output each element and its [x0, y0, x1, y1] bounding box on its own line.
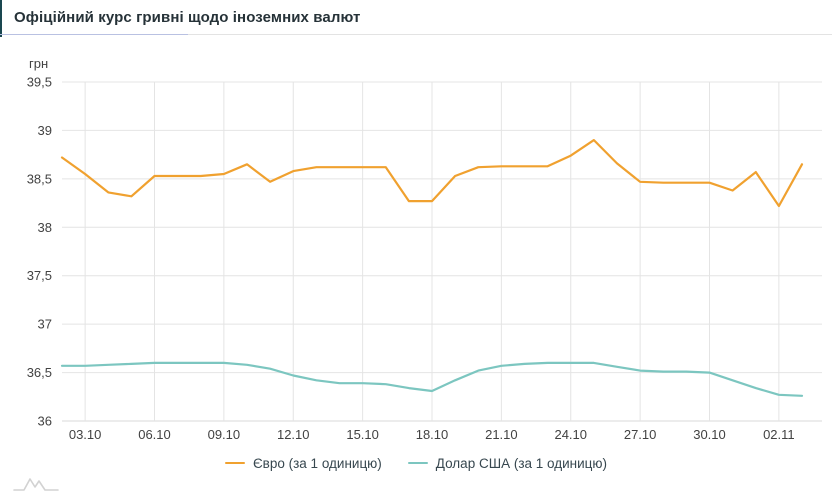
- gridlines: [62, 81, 822, 422]
- left-edge-accent: [0, 0, 2, 37]
- title-divider: [0, 34, 832, 35]
- svg-text:38,5: 38,5: [27, 171, 52, 186]
- svg-text:37: 37: [38, 317, 52, 332]
- usd-line-swatch: [407, 462, 428, 464]
- legend-item-euro[interactable]: Євро (за 1 одиницю): [224, 455, 382, 471]
- y-axis-labels: 39,5 39 38,5 38 37,5 37 36,5 36: [27, 75, 52, 429]
- y-axis-unit-label: грн: [29, 56, 48, 71]
- exchange-rate-chart[interactable]: 39,5 39 38,5 38 37,5 37 36,5 36 грн 03.10 06.10 09.…: [0, 45, 832, 445]
- svg-text:36,5: 36,5: [27, 365, 52, 380]
- title-divider-accent: [0, 34, 188, 35]
- svg-text:39: 39: [38, 123, 52, 138]
- legend-item-usd[interactable]: Долар США (за 1 одиницю): [407, 455, 608, 471]
- svg-text:38: 38: [38, 220, 52, 235]
- chart-logo-icon: [13, 478, 59, 491]
- svg-text:02.11: 02.11: [763, 427, 795, 442]
- svg-text:39,5: 39,5: [27, 75, 52, 90]
- svg-text:36: 36: [38, 414, 52, 429]
- legend-item-label: Євро (за 1 одиницю): [252, 455, 382, 471]
- svg-text:24.10: 24.10: [554, 427, 587, 442]
- chart-legend: Євро (за 1 одиницю) Долар США (за 1 одини…: [0, 453, 832, 473]
- title-bar: Офіційний курс гривні щодо іноземних вал…: [0, 0, 832, 34]
- svg-text:03.10: 03.10: [69, 427, 102, 442]
- svg-text:15.10: 15.10: [346, 427, 379, 442]
- legend-item-label: Долар США (за 1 одиницю): [435, 455, 608, 471]
- svg-text:27.10: 27.10: [624, 427, 657, 442]
- svg-text:37,5: 37,5: [27, 268, 52, 283]
- svg-text:18.10: 18.10: [416, 427, 449, 442]
- euro-line-swatch: [224, 462, 245, 464]
- svg-text:30.10: 30.10: [693, 427, 726, 442]
- svg-text:06.10: 06.10: [138, 427, 171, 442]
- svg-text:21.10: 21.10: [485, 427, 518, 442]
- euro-line[interactable]: [60, 138, 804, 208]
- page-title: Офіційний курс гривні щодо іноземних вал…: [14, 8, 361, 26]
- x-axis-labels: 03.10 06.10 09.10 12.10 15.10 18.10 21.10 24.10…: [69, 427, 795, 442]
- svg-text:12.10: 12.10: [277, 427, 310, 442]
- usd-line[interactable]: [60, 361, 804, 397]
- svg-text:09.10: 09.10: [208, 427, 241, 442]
